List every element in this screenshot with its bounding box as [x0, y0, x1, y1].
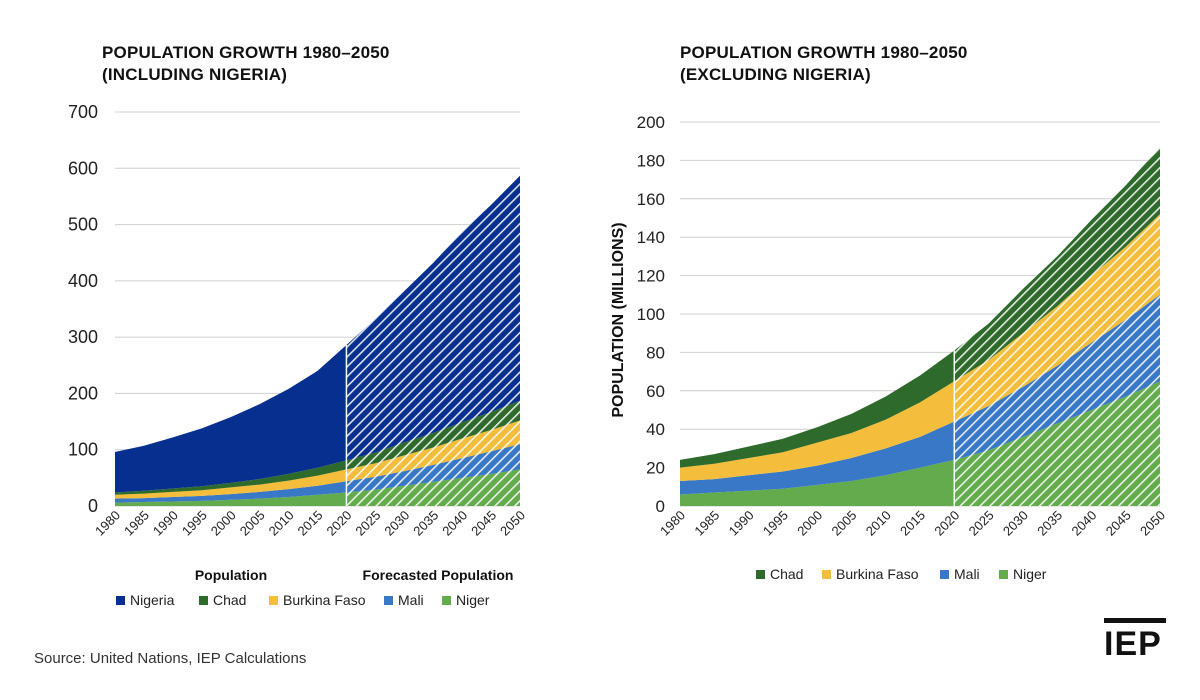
area-niger-historical — [115, 492, 347, 506]
legend-swatch-chad — [756, 570, 765, 579]
legend-label-mali: Mali — [398, 592, 424, 608]
y-tick-label: 200 — [637, 113, 665, 132]
y-tick-label: 40 — [646, 420, 665, 439]
y-tick-label: 400 — [68, 271, 98, 291]
y-tick-label: 140 — [637, 228, 665, 247]
area-niger-forecast — [346, 469, 520, 506]
x-tick-label: 2045 — [468, 508, 499, 539]
chart-1-title-line2: (INCLUDING NIGERIA) — [102, 65, 288, 84]
area-mali-historical — [115, 481, 347, 503]
source-note: Source: United Nations, IEP Calculations — [34, 650, 307, 667]
x-tick-label: 2010 — [266, 508, 297, 539]
y-tick-label: 20 — [646, 459, 665, 478]
x-tick-label: 2005 — [828, 508, 859, 539]
y-tick-label: 700 — [68, 102, 98, 122]
x-tick-label: 1990 — [726, 508, 757, 539]
y-tick-label: 0 — [656, 497, 665, 516]
y-tick-label: 60 — [646, 382, 665, 401]
chart-2-title-line1: POPULATION GROWTH 1980–2050 — [680, 43, 968, 62]
chart-1-title: POPULATION GROWTH 1980–2050 (INCLUDING N… — [102, 42, 390, 86]
area-nigeria-forecast — [346, 175, 520, 461]
chart-2-title: POPULATION GROWTH 1980–2050 (EXCLUDING N… — [680, 42, 968, 86]
y-tick-label: 100 — [637, 305, 665, 324]
legend-swatch-niger — [442, 596, 451, 605]
y-tick-label: 500 — [68, 215, 98, 235]
area-mali-historical — [680, 421, 955, 495]
period-label: Forecasted Population — [363, 567, 514, 583]
x-tick-label: 2045 — [1103, 508, 1134, 539]
legend-label-niger: Niger — [456, 592, 490, 608]
area-burkina-faso-historical — [115, 469, 347, 499]
legend-label-mali: Mali — [954, 566, 980, 582]
area-burkina-faso-forecast — [346, 420, 520, 482]
legend-label-chad: Chad — [770, 566, 803, 582]
legend-swatch-mali — [940, 570, 949, 579]
legend-swatch-burkina-faso — [269, 596, 278, 605]
x-tick-label: 2035 — [1034, 508, 1065, 539]
logo-bar — [1104, 618, 1166, 623]
y-tick-label: 200 — [68, 383, 98, 403]
chart-2-title-line2: (EXCLUDING NIGERIA) — [680, 65, 871, 84]
x-tick-label: 2015 — [295, 508, 326, 539]
x-tick-label: 1985 — [121, 508, 152, 539]
legend-swatch-niger — [999, 570, 1008, 579]
legend-label-chad: Chad — [213, 592, 246, 608]
x-tick-label: 2015 — [897, 508, 928, 539]
legend-swatch-nigeria — [116, 596, 125, 605]
y-tick-label: 180 — [637, 151, 665, 170]
x-tick-label: 1995 — [760, 508, 791, 539]
area-nigeria-historical — [115, 345, 347, 493]
x-tick-label: 2020 — [931, 508, 962, 539]
area-niger-forecast — [954, 381, 1160, 506]
period-label: Population — [195, 567, 267, 583]
area-chad-historical — [680, 350, 955, 468]
x-tick-label: 2040 — [439, 508, 470, 539]
x-tick-label: 2025 — [966, 508, 997, 539]
y-axis-title: POPULATION (MILLIONS) — [610, 222, 627, 417]
area-chad-historical — [115, 460, 347, 495]
legend-label-nigeria: Nigeria — [130, 592, 175, 608]
legend-swatch-chad — [199, 596, 208, 605]
x-tick-label: 1985 — [691, 508, 722, 539]
area-burkina-faso-forecast — [954, 214, 1160, 422]
y-tick-label: 0 — [88, 496, 98, 516]
legend-swatch-burkina-faso — [822, 570, 831, 579]
x-tick-label: 2050 — [1137, 508, 1168, 539]
x-tick-label: 2025 — [352, 508, 383, 539]
area-chad-forecast — [346, 400, 520, 470]
x-tick-label: 2020 — [323, 508, 354, 539]
chart-1-including-nigeria: 0100200300400500600700198019851990199520… — [68, 102, 528, 608]
area-mali-forecast — [954, 294, 1160, 460]
x-tick-label: 1990 — [150, 508, 181, 539]
x-tick-label: 2000 — [208, 508, 239, 539]
area-mali-forecast — [346, 444, 520, 493]
y-tick-label: 600 — [68, 158, 98, 178]
x-tick-label: 2030 — [381, 508, 412, 539]
legend-label-burkina-faso: Burkina Faso — [836, 566, 919, 582]
x-tick-label: 2010 — [863, 508, 894, 539]
x-tick-label: 2005 — [237, 508, 268, 539]
x-tick-label: 2040 — [1068, 508, 1099, 539]
iep-logo: IEP — [1104, 618, 1166, 662]
legend-swatch-mali — [384, 596, 393, 605]
y-tick-label: 80 — [646, 343, 665, 362]
x-tick-label: 1995 — [179, 508, 210, 539]
area-niger-historical — [680, 459, 955, 506]
legend-label-niger: Niger — [1013, 566, 1047, 582]
chart-1-title-line1: POPULATION GROWTH 1980–2050 — [102, 43, 390, 62]
area-chad-forecast — [954, 146, 1160, 382]
x-tick-label: 2035 — [410, 508, 441, 539]
y-tick-label: 160 — [637, 190, 665, 209]
x-tick-label: 2000 — [794, 508, 825, 539]
area-burkina-faso-historical — [680, 381, 955, 482]
y-tick-label: 300 — [68, 327, 98, 347]
y-tick-label: 100 — [68, 440, 98, 460]
x-tick-label: 2050 — [497, 508, 528, 539]
x-tick-label: 2030 — [1000, 508, 1031, 539]
logo-text: IEP — [1104, 625, 1162, 663]
y-tick-label: 120 — [637, 267, 665, 286]
legend-label-burkina-faso: Burkina Faso — [283, 592, 366, 608]
